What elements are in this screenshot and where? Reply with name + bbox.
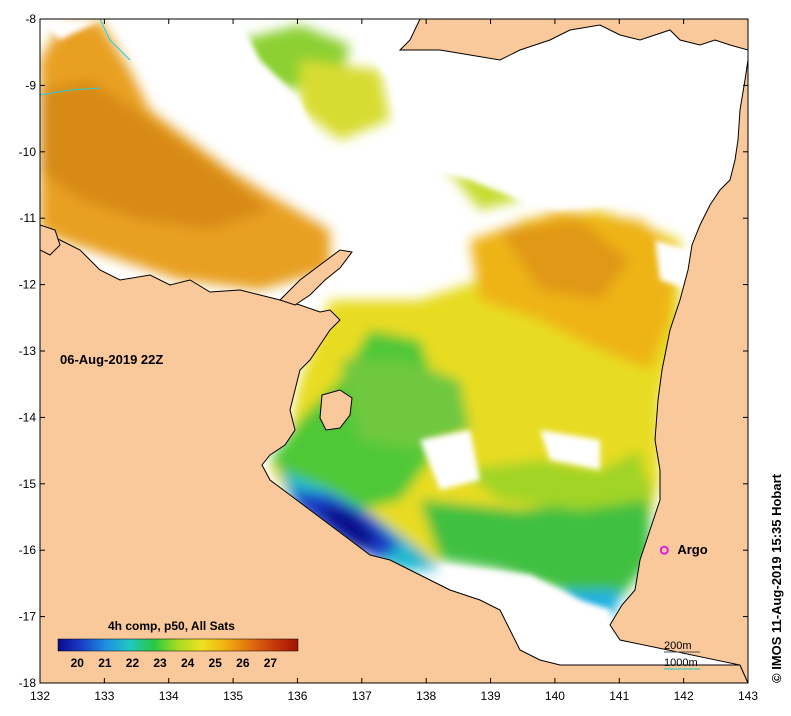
x-tick-label: 133 bbox=[94, 689, 114, 703]
x-tick-label: 134 bbox=[159, 689, 179, 703]
timestamp-label: 06-Aug-2019 22Z bbox=[60, 352, 163, 367]
x-axis: 132 133 134 135 136 137 138 139 140 141 142 143 bbox=[30, 19, 758, 703]
colorbar-tick-label: 21 bbox=[98, 656, 112, 670]
y-tick-label: -14 bbox=[19, 410, 37, 424]
colorbar-tick-label: 22 bbox=[126, 656, 140, 670]
y-tick-label: -13 bbox=[19, 344, 37, 358]
x-tick-label: 140 bbox=[545, 689, 565, 703]
land-new-guinea bbox=[398, 19, 748, 61]
land-northern-territory bbox=[40, 229, 748, 683]
land-tiwi-fragment bbox=[40, 224, 61, 256]
x-tick-label: 135 bbox=[223, 689, 243, 703]
contour-1000m-label: 1000m bbox=[664, 657, 698, 669]
sst-field bbox=[40, 20, 748, 660]
land-cape-york bbox=[609, 19, 748, 683]
x-tick-label: 143 bbox=[738, 689, 758, 703]
y-tick-label: -10 bbox=[19, 145, 37, 159]
colorbar-tick-label: 23 bbox=[153, 656, 167, 670]
map-plot-area bbox=[40, 19, 748, 683]
x-tick-label: 138 bbox=[416, 689, 436, 703]
argo-label: Argo bbox=[677, 542, 707, 557]
x-tick-label: 142 bbox=[674, 689, 694, 703]
land-groote-eylandt bbox=[319, 389, 353, 431]
y-tick-label: -12 bbox=[19, 278, 37, 292]
colorbar-title: 4h comp, p50, All Sats bbox=[108, 619, 235, 633]
y-tick-label: -16 bbox=[19, 543, 37, 557]
argo-marker-icon bbox=[659, 545, 669, 555]
colorbar-tick-label: 24 bbox=[181, 656, 195, 670]
land-wessel-islands bbox=[279, 249, 353, 306]
y-tick-label: -15 bbox=[19, 477, 37, 491]
x-tick-label: 139 bbox=[481, 689, 501, 703]
x-tick-label: 132 bbox=[30, 689, 50, 703]
y-tick-label: -17 bbox=[19, 610, 37, 624]
colorbar-tick-label: 27 bbox=[264, 656, 278, 670]
y-tick-label: -9 bbox=[25, 78, 36, 92]
credit-text: © IMOS 11-Aug-2019 15:35 Hobart bbox=[769, 473, 784, 683]
land bbox=[40, 19, 748, 683]
colorbar-gradient bbox=[57, 638, 299, 652]
x-tick-label: 141 bbox=[609, 689, 629, 703]
y-axis: -8 -9 -10 -11 -12 -13 -14 -15 -16 -17 -18 bbox=[19, 12, 748, 690]
x-tick-label: 136 bbox=[287, 689, 307, 703]
contour-legend: 200m 1000m bbox=[664, 640, 700, 670]
colorbar-tick-label: 25 bbox=[209, 656, 223, 670]
colorbar-tick-label: 26 bbox=[236, 656, 250, 670]
argo-float bbox=[659, 545, 669, 555]
colorbar: 4h comp, p50, All Sats 20 21 22 23 24 25 26 27 bbox=[57, 619, 299, 670]
y-tick-label: -11 bbox=[20, 211, 37, 225]
x-tick-label: 137 bbox=[352, 689, 372, 703]
contour-200m-label: 200m bbox=[664, 640, 692, 652]
inland-water bbox=[40, 19, 131, 96]
colorbar-tick-label: 20 bbox=[71, 656, 85, 670]
y-tick-label: -18 bbox=[19, 676, 37, 690]
y-tick-label: -8 bbox=[25, 12, 36, 26]
